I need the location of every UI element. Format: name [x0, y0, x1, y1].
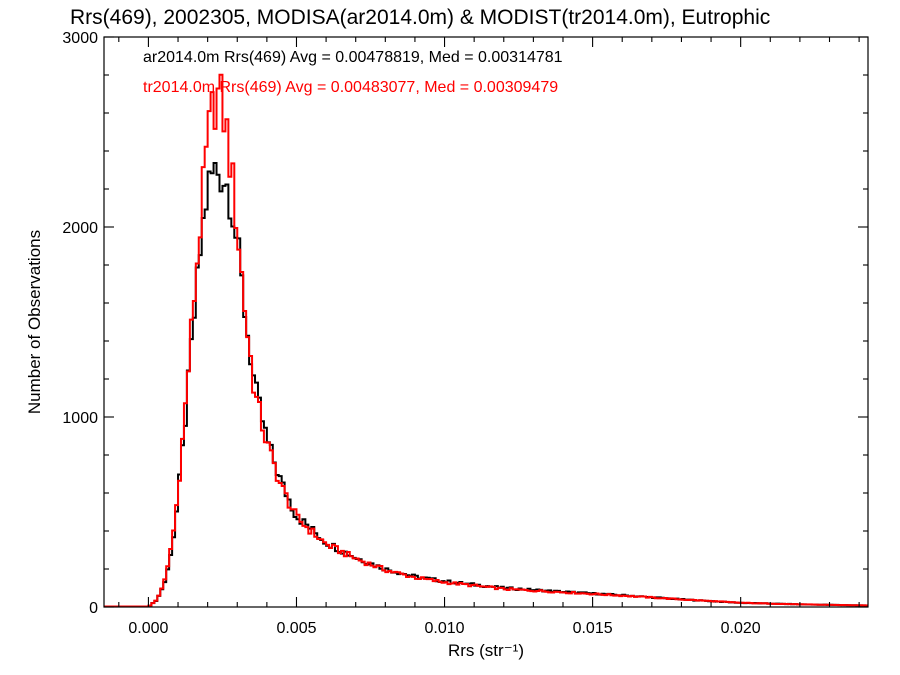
- y-tick-label: 0: [89, 600, 98, 617]
- x-tick-label: 0.005: [276, 620, 316, 637]
- x-tick-label: 0.010: [425, 620, 465, 637]
- tick-layer: 0.000 0.005 0.010 0.015 0.020 0 1000 2000 3000: [62, 30, 868, 637]
- legend-entry-tr2014: tr2014.0m Rrs(469) Avg = 0.00483077, Med…: [143, 79, 558, 96]
- series-layer: [104, 73, 868, 608]
- legend-entry-ar2014: ar2014.0m Rrs(469) Avg = 0.00478819, Med…: [143, 49, 563, 66]
- x-axis-label: Rrs (str⁻¹): [448, 641, 524, 660]
- series-line-tr2014.0m: [104, 73, 868, 608]
- y-tick-label: 3000: [62, 30, 98, 47]
- chart-title: Rrs(469), 2002305, MODISA(ar2014.0m) & M…: [70, 6, 770, 29]
- series-line-ar2014.0m: [104, 162, 868, 608]
- x-tick-label: 0.000: [128, 620, 168, 637]
- x-tick-label: 0.015: [573, 620, 613, 637]
- y-tick-label: 1000: [62, 410, 98, 427]
- plot-frame: [103, 36, 869, 608]
- x-tick-label: 0.020: [721, 620, 761, 637]
- y-tick-label: 2000: [62, 220, 98, 237]
- y-axis-label: Number of Observations: [25, 230, 44, 414]
